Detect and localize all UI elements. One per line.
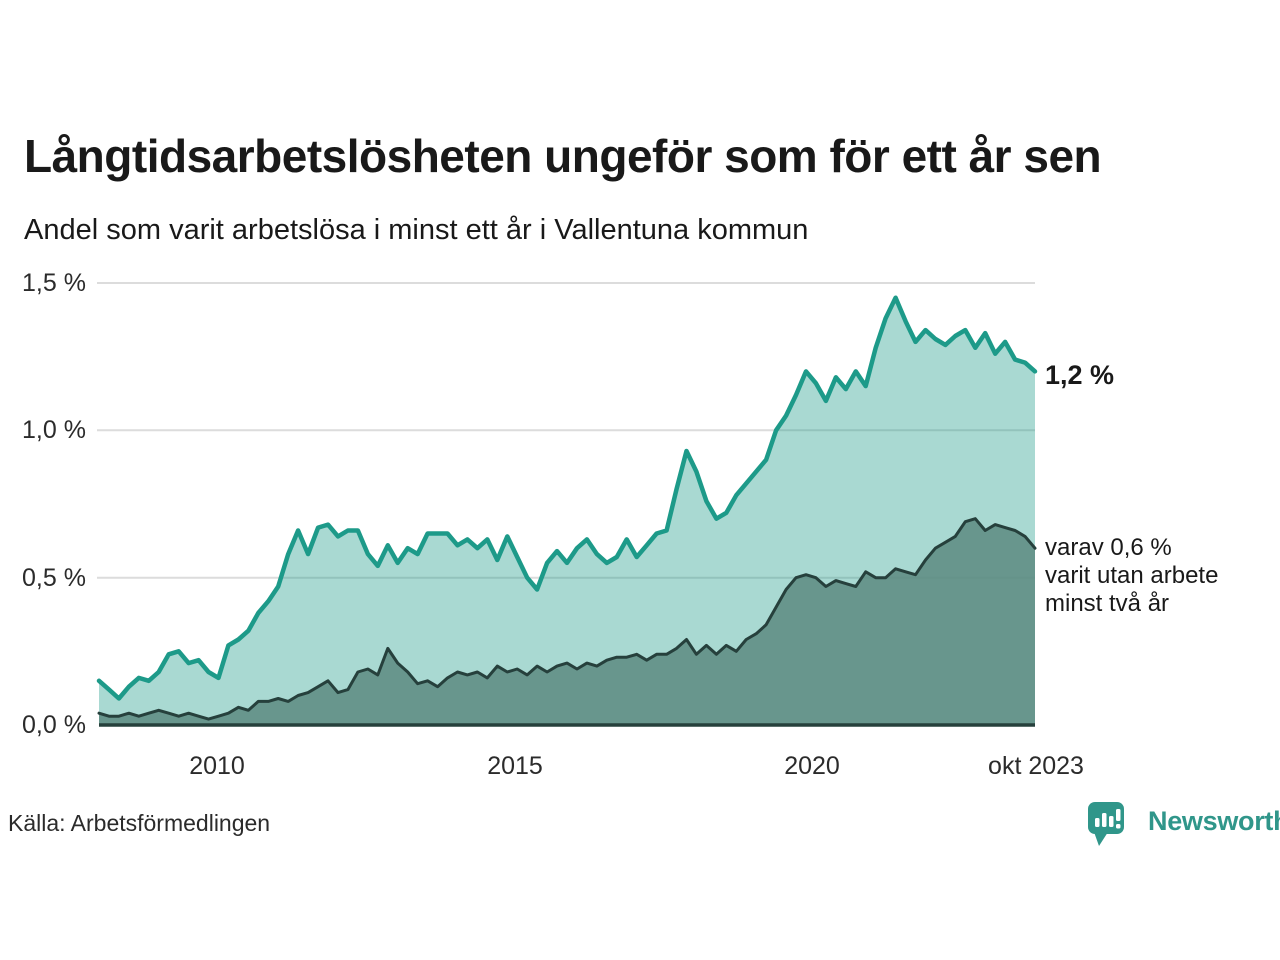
annotation-line-1: varav 0,6 % — [1045, 534, 1172, 561]
newsworthy-speech-bubble-bar-chart-icon — [1088, 802, 1124, 846]
x-tick-2010: 2010 — [189, 752, 245, 780]
two-year-annotation: varav 0,6 % varit utan arbete minst två … — [1045, 534, 1218, 618]
area-fill-unemployed-2yr — [99, 518, 1035, 725]
latest-value-label: 1,2 % — [1045, 360, 1115, 390]
chart-subtitle: Andel som varit arbetslösa i minst ett å… — [24, 214, 809, 246]
line-unemployed-1yr — [96, 295, 1038, 701]
y-tick-0-0: 0,0 % — [22, 711, 86, 739]
page-title: Långtidsarbetslösheten ungeför som för e… — [24, 130, 1102, 182]
annotation-line-2: varit utan arbete — [1045, 562, 1219, 589]
newsworthy-logo-text: Newsworthy — [1148, 806, 1280, 836]
source-credit: Källa: Arbetsförmedlingen — [8, 810, 271, 836]
x-tick-okt-2023: okt 2023 — [988, 752, 1084, 780]
y-tick-1-5: 1,5 % — [22, 269, 86, 297]
annotation-line-3: minst två år — [1045, 590, 1170, 617]
y-tick-1-0: 1,0 % — [22, 416, 86, 444]
y-tick-0-5: 0,5 % — [22, 564, 86, 592]
line-unemployed-2yr — [97, 517, 1037, 721]
newsworthy-logo: Newsworthy — [1086, 800, 1280, 850]
x-tick-2020: 2020 — [784, 752, 840, 780]
x-tick-2015: 2015 — [487, 752, 543, 780]
